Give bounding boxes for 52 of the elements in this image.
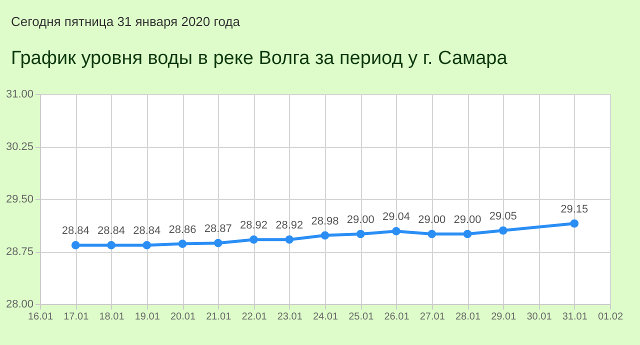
point xyxy=(285,235,294,244)
data-label: 29.00 xyxy=(346,214,374,226)
data-label: 29.04 xyxy=(382,211,410,224)
point xyxy=(107,241,116,250)
data-label: 29.00 xyxy=(454,214,482,226)
data-label: 28.92 xyxy=(240,220,268,232)
x-tick-label: 18.01 xyxy=(99,312,125,322)
data-label: 28.87 xyxy=(204,223,232,236)
x-tick-label: 29.01 xyxy=(491,312,517,322)
x-tick-label: 26.01 xyxy=(384,312,410,322)
data-label: 29.15 xyxy=(560,204,588,216)
y-tick-label: 31.00 xyxy=(6,88,34,100)
point xyxy=(498,226,508,235)
x-tick-label: 28.01 xyxy=(455,312,481,322)
data-label: 28.98 xyxy=(311,215,339,228)
x-tick-label: 22.01 xyxy=(242,312,268,322)
y-tick-label: 28.00 xyxy=(6,298,34,310)
y-tick-label: 30.25 xyxy=(6,141,34,153)
x-tick-label: 27.01 xyxy=(420,312,446,322)
y-tick-label: 28.75 xyxy=(6,246,34,258)
point xyxy=(142,241,152,250)
x-tick-label: 24.01 xyxy=(312,312,338,322)
chart-title: График уровня воды в реке Волга за период у г. Самара xyxy=(11,48,508,70)
point xyxy=(570,219,579,228)
point xyxy=(392,227,400,236)
text: Сегодня пятница 31 января 2020 года xyxy=(11,14,240,29)
data-label: 28.84 xyxy=(97,225,126,238)
data-label: 29.05 xyxy=(489,210,517,222)
x-tick-label: 30.01 xyxy=(526,312,552,322)
point xyxy=(71,241,80,250)
x-tick-label: 17.01 xyxy=(64,312,90,322)
point xyxy=(214,238,222,248)
point xyxy=(356,230,365,238)
data-label: 28.86 xyxy=(168,224,196,236)
x-tick-label: 20.01 xyxy=(170,312,196,322)
point xyxy=(250,235,258,244)
point xyxy=(428,230,436,238)
x-tick-label: 31.01 xyxy=(562,312,588,322)
point xyxy=(178,240,187,248)
x-tick-label: 23.01 xyxy=(277,312,303,322)
x-tick-label: 21.01 xyxy=(206,312,232,322)
x-tick-label: 01.02 xyxy=(598,312,624,322)
data-label: 29.00 xyxy=(418,214,446,226)
point xyxy=(463,230,472,238)
point xyxy=(320,231,330,240)
data-label: 28.84 xyxy=(133,225,161,238)
y-tick-label: 29.50 xyxy=(6,194,34,206)
data-label: 28.84 xyxy=(62,225,90,238)
x-tick-label: 19.01 xyxy=(134,312,160,322)
data-label: 28.92 xyxy=(276,220,304,232)
x-tick-label: 25.01 xyxy=(348,312,374,322)
x-tick-label: 16.01 xyxy=(28,312,54,322)
